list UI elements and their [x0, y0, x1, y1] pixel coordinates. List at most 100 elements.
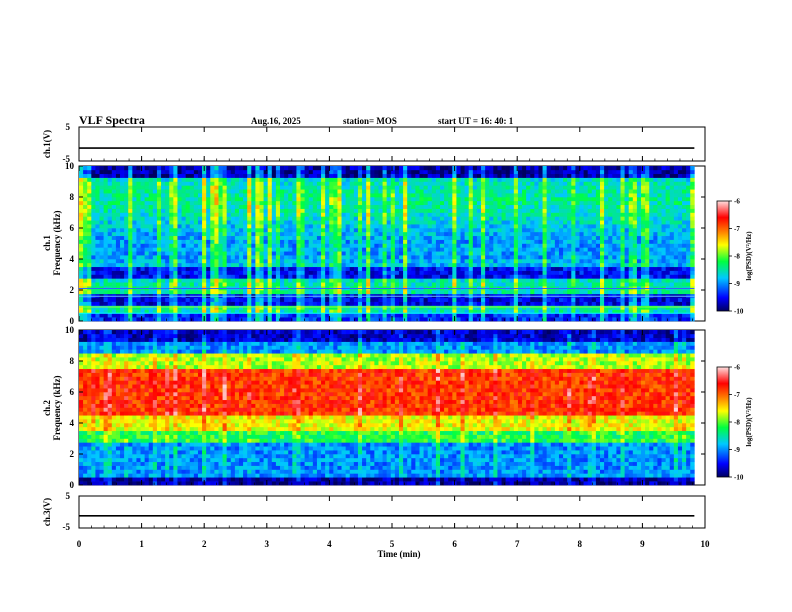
spectrogram-cell	[472, 166, 478, 171]
spectrogram-cell	[452, 301, 457, 306]
spectrogram-cell	[79, 166, 84, 171]
spectrogram-cell	[374, 220, 379, 225]
spectrogram-cell	[284, 208, 289, 213]
spectrogram-cell	[120, 216, 125, 221]
spectrogram-cell	[370, 185, 375, 190]
spectrogram-cell	[427, 220, 433, 225]
spectrogram-cell	[91, 224, 96, 229]
spectrogram-cell	[144, 185, 150, 190]
spectrogram-cell	[148, 181, 154, 186]
spectrogram-cell	[189, 313, 195, 318]
spectrogram-cell	[230, 235, 236, 240]
spectrogram-cell	[197, 228, 203, 233]
spectrogram-cell	[325, 259, 330, 264]
spectrogram-cell	[362, 177, 367, 182]
spectrogram-cell	[538, 204, 543, 209]
spectrogram-cell	[452, 200, 457, 206]
spectrogram-cell	[243, 313, 248, 318]
spectrogram-cell	[79, 224, 84, 229]
spectrogram-cell	[509, 197, 515, 202]
spectrogram-cell	[152, 193, 158, 198]
spectrogram-cell	[173, 313, 178, 318]
spectrogram-cell	[444, 181, 449, 186]
spectrogram-cell	[173, 189, 178, 194]
spectrogram-cell	[185, 200, 191, 206]
spectrogram-cell	[567, 169, 572, 175]
spectrogram-cell	[468, 220, 474, 225]
spectrogram-cell	[132, 177, 137, 182]
spectrogram-cell	[448, 216, 453, 221]
spectrogram-cell	[234, 231, 240, 237]
spectrogram-cell	[440, 305, 445, 310]
spectrogram-cell	[558, 204, 564, 209]
spectrogram-cell	[161, 173, 166, 178]
spectrogram-cell	[509, 216, 515, 221]
spectrogram-cell	[79, 173, 84, 178]
spectrogram-cell	[374, 239, 379, 244]
spectrogram-cell	[571, 200, 576, 206]
spectrogram-cell	[513, 259, 519, 264]
spectrogram-cell	[193, 208, 199, 213]
spectrogram-cell	[156, 259, 162, 264]
spectrogram-cell	[357, 301, 363, 306]
spectrogram-cell	[476, 282, 482, 287]
spectrogram-cell	[144, 251, 150, 256]
spectrogram-cell	[509, 317, 515, 322]
spectrogram-cell	[526, 266, 531, 271]
spectrogram-cell	[349, 200, 355, 206]
spectrogram-cell	[513, 185, 519, 190]
spectrogram-cell	[579, 166, 584, 171]
spectrogram-cell	[431, 166, 437, 171]
spectrogram-cell	[169, 255, 174, 260]
spectrogram-cell	[534, 208, 539, 213]
spectrogram-cell	[292, 243, 297, 248]
spectrogram-cell	[370, 266, 375, 271]
spectrogram-cell	[259, 290, 264, 295]
spectrogram-cell	[452, 251, 457, 256]
spectrogram-cell	[99, 251, 104, 256]
spectrogram-cell	[263, 197, 269, 202]
spectrogram-cell	[415, 181, 420, 186]
spectrogram-cell	[587, 228, 593, 233]
spectrogram-cell	[579, 255, 584, 260]
spectrogram-cell	[144, 177, 150, 182]
spectrogram-cell	[431, 301, 437, 306]
spectrogram-cell	[513, 189, 519, 194]
spectrogram-cell	[546, 262, 552, 268]
spectrogram-cell	[567, 200, 572, 206]
spectrogram-cell	[505, 193, 511, 198]
spectrogram-cell	[472, 181, 478, 186]
spectrogram-cell	[226, 266, 232, 271]
spectrogram-cell	[567, 177, 572, 182]
spectrogram-cell	[386, 313, 392, 318]
spectrogram-cell	[448, 290, 453, 295]
spectrogram-cell	[476, 228, 482, 233]
spectrogram-cell	[349, 255, 355, 260]
spectrogram-cell	[357, 200, 363, 206]
spectrogram-cell	[202, 169, 207, 175]
spectrogram-cell	[476, 290, 482, 295]
spectrogram-cell	[308, 173, 314, 178]
spectrogram-cell	[415, 166, 420, 171]
spectrogram-cell	[538, 197, 543, 202]
spectrogram-cell	[415, 317, 420, 322]
spectrogram-cell	[177, 208, 182, 213]
spectrogram-cell	[386, 181, 392, 186]
spectrogram-cell	[390, 231, 396, 237]
spectrogram-cell	[427, 204, 433, 209]
spectrogram-cell	[378, 204, 383, 209]
spectrogram-cell	[255, 317, 260, 322]
spectrogram-cell	[83, 177, 88, 182]
spectrogram-cell	[415, 169, 420, 175]
spectrogram-cell	[312, 278, 318, 283]
spectrogram-cell	[132, 270, 137, 275]
spectrogram-cell	[181, 247, 186, 252]
spectrogram-cell	[489, 200, 494, 206]
spectrogram-cell	[325, 239, 330, 244]
spectrogram-cell	[128, 305, 133, 310]
spectrogram-cell	[444, 282, 449, 287]
spectrogram-cell	[386, 200, 392, 206]
spectrogram-cell	[382, 235, 387, 240]
spectrogram-cell	[571, 251, 576, 256]
spectrogram-cell	[583, 235, 588, 240]
